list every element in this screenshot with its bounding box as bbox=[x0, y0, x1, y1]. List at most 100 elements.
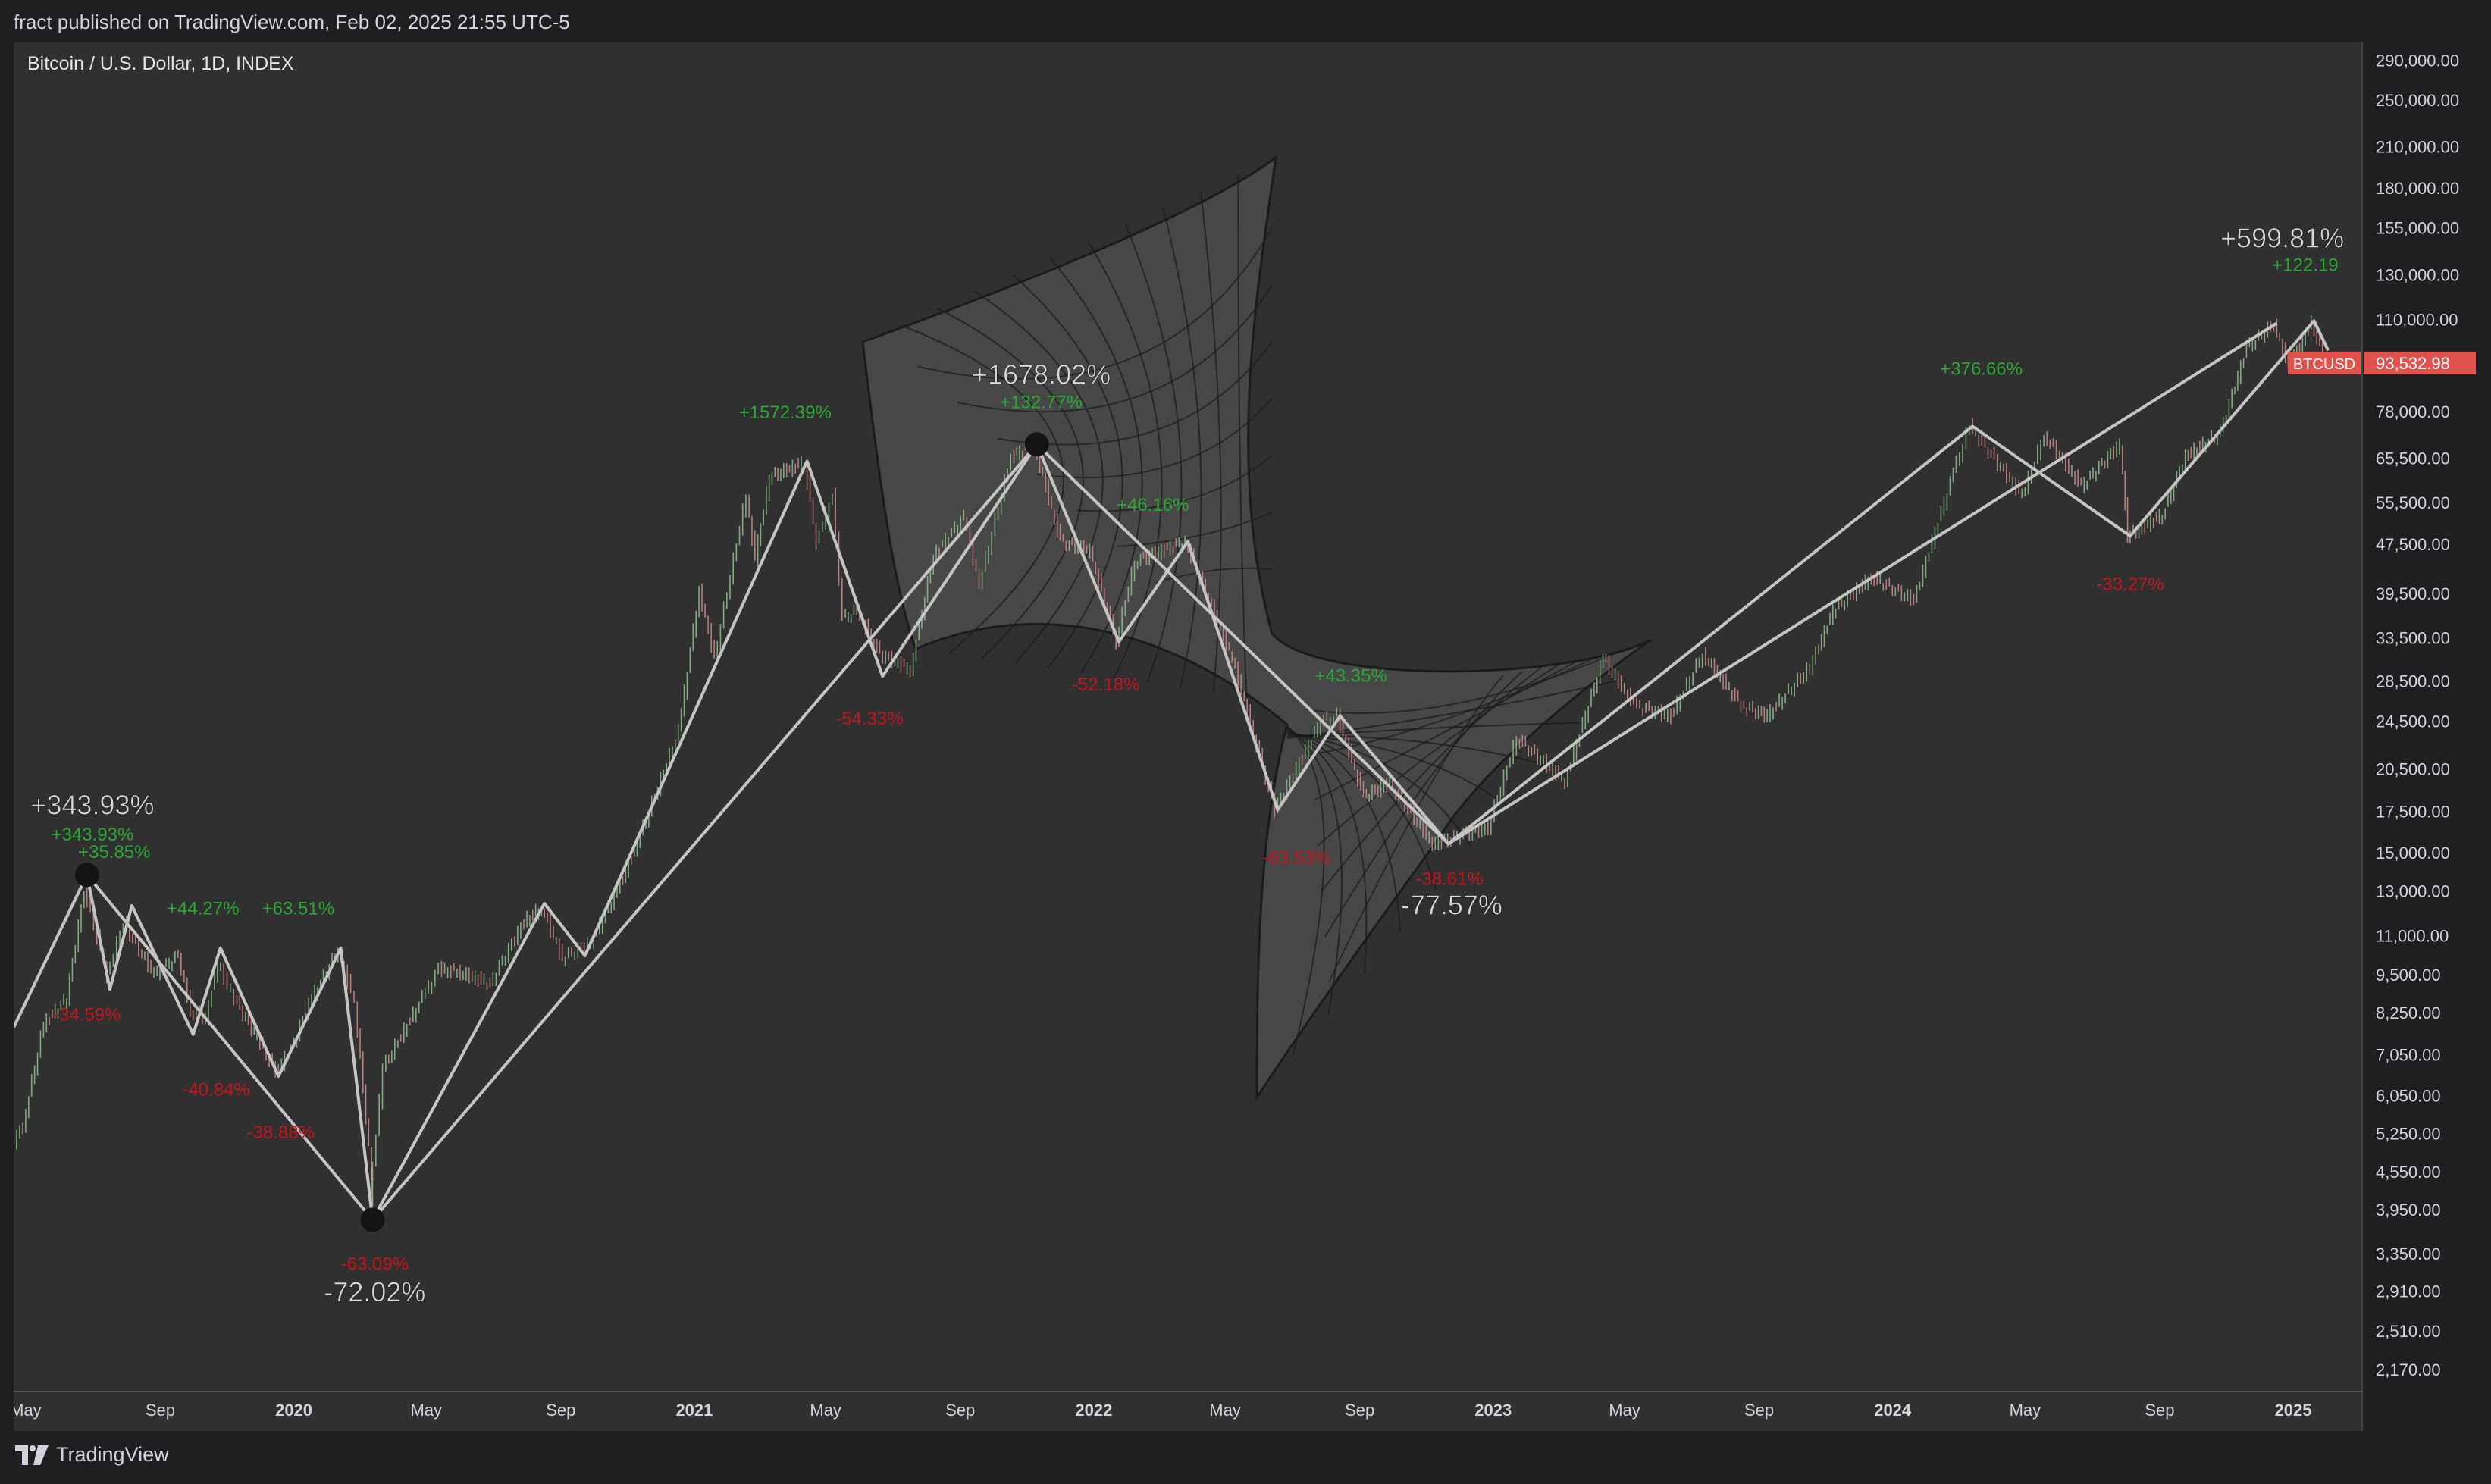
mesh-line bbox=[1012, 274, 1123, 669]
mesh-line bbox=[1286, 733, 1509, 807]
mesh-line bbox=[1286, 680, 1615, 740]
mesh-line bbox=[1286, 729, 1402, 931]
price-tick-label: 17,500.00 bbox=[2376, 802, 2450, 821]
time-tick-label: May bbox=[1209, 1401, 1241, 1420]
last-price-bg bbox=[2364, 351, 2476, 374]
time-tick-label: 2024 bbox=[1874, 1401, 1912, 1420]
price-tick-label: 24,500.00 bbox=[2376, 712, 2450, 731]
chart-symbol-title: Bitcoin / U.S. Dollar, 1D, INDEX bbox=[27, 53, 294, 74]
time-tick-label: May bbox=[410, 1401, 442, 1420]
swing-percent-label: -52.18% bbox=[1072, 675, 1139, 695]
mesh-line bbox=[1286, 731, 1473, 849]
chart-canvas[interactable]: +343.93%+343.93%+35.85%-34.59%+44.27% +63… bbox=[14, 42, 2477, 1431]
time-tick-label: May bbox=[810, 1401, 841, 1420]
mesh-line bbox=[1087, 240, 1163, 678]
symbol-tag-text: BTCUSD bbox=[2293, 356, 2355, 373]
last-price-value: 93,532.98 bbox=[2376, 354, 2450, 373]
price-axis-background bbox=[2362, 42, 2477, 1431]
mesh-line bbox=[1317, 663, 1561, 847]
pivot-marker bbox=[360, 1207, 385, 1232]
mesh-line bbox=[1162, 208, 1202, 688]
price-tick-label: 290,000.00 bbox=[2376, 52, 2459, 70]
swing-percent-label: +343.93% bbox=[30, 790, 154, 821]
mesh-line bbox=[1124, 224, 1183, 683]
mesh-line bbox=[900, 324, 1064, 655]
swing-percent-label: +122.19 bbox=[2272, 255, 2338, 275]
symbol-tag-bg bbox=[2288, 351, 2361, 374]
price-axis: 290,000.00 250,000.00 210,000.00 180,000.00… bbox=[2361, 42, 2477, 1431]
price-tick-label: 8,250.00 bbox=[2376, 1003, 2441, 1022]
swing-percent-label: +46.16% bbox=[1117, 495, 1189, 515]
time-tick-label: May bbox=[2010, 1401, 2041, 1420]
price-tick-label: 28,500.00 bbox=[2376, 672, 2450, 690]
footer-bar bbox=[0, 1431, 2491, 1484]
swing-percent-label: -33.27% bbox=[2096, 575, 2164, 595]
warped-surface-mesh bbox=[861, 155, 1652, 1102]
mesh-line bbox=[975, 290, 1104, 664]
mesh-line bbox=[1313, 659, 1580, 801]
price-tick-label: 250,000.00 bbox=[2376, 91, 2459, 110]
price-tick-label: 78,000.00 bbox=[2376, 402, 2450, 421]
price-tick-label: 9,500.00 bbox=[2376, 966, 2441, 985]
last-price-tag: BTCUSD 93,532.98 bbox=[2288, 351, 2476, 374]
mesh-line bbox=[1156, 567, 1273, 584]
swing-percent-label: +376.66% bbox=[1940, 358, 2023, 379]
price-tick-label: 5,250.00 bbox=[2376, 1124, 2441, 1143]
mesh-line bbox=[1309, 656, 1599, 756]
price-tick-label: 155,000.00 bbox=[2376, 219, 2459, 238]
time-tick-label: May bbox=[1609, 1401, 1640, 1420]
swing-percent-label: -72.02% bbox=[324, 1276, 425, 1307]
mesh-line bbox=[1286, 725, 1325, 1057]
price-tick-label: 11,000.00 bbox=[2376, 926, 2449, 945]
price-tick-label: 6,050.00 bbox=[2376, 1086, 2441, 1105]
pivot-marker bbox=[74, 863, 99, 888]
swing-percent-label: -63.53% bbox=[1262, 847, 1330, 868]
swing-percent-label: +132.77% bbox=[1000, 393, 1083, 413]
pivot-marker bbox=[1024, 432, 1049, 457]
mesh-line bbox=[1237, 174, 1248, 697]
swing-percent-label: -77.57% bbox=[1401, 890, 1502, 921]
swing-percent-label: -38.88% bbox=[247, 1122, 315, 1143]
price-tick-label: 110,000.00 bbox=[2376, 311, 2458, 330]
mesh-line bbox=[1286, 728, 1368, 973]
mesh-line bbox=[917, 227, 1273, 380]
mesh-line bbox=[1328, 675, 1504, 983]
chart-pane[interactable]: +343.93% +343.93% +35.85% -34.59% +44.27% +63… bbox=[14, 42, 2477, 1431]
mesh-line bbox=[1036, 398, 1273, 479]
time-tick-label: Sep bbox=[1345, 1401, 1374, 1420]
time-tick-label: Sep bbox=[945, 1401, 975, 1420]
swing-percent-label: -54.33% bbox=[835, 709, 903, 729]
price-tick-label: 13,000.00 bbox=[2376, 881, 2450, 900]
price-tick-label: 210,000.00 bbox=[2376, 137, 2459, 156]
price-tick-label: 2,910.00 bbox=[2376, 1282, 2441, 1301]
price-tick-label: 15,000.00 bbox=[2376, 844, 2450, 863]
time-axis: May Sep 2020 May Sep 2021 May Sep 2022 May Sep 2023… bbox=[14, 1391, 2362, 1420]
price-tick-label: 2,170.00 bbox=[2376, 1360, 2441, 1379]
swing-percent-label: -38.61% bbox=[1415, 869, 1483, 889]
zigzag-line-fine bbox=[14, 319, 2330, 1222]
price-tick-label: 55,500.00 bbox=[2376, 493, 2450, 512]
price-tick-label: 33,500.00 bbox=[2376, 628, 2450, 647]
mesh-line bbox=[1305, 652, 1618, 714]
time-tick-label: May bbox=[14, 1401, 42, 1420]
mesh-line bbox=[957, 284, 1273, 413]
time-tick-label: Sep bbox=[546, 1401, 575, 1420]
time-tick-label: 2023 bbox=[1474, 1401, 1512, 1420]
price-tick-label: 2,510.00 bbox=[2376, 1322, 2441, 1341]
price-tick-label: 3,350.00 bbox=[2376, 1244, 2441, 1263]
time-tick-label: 2020 bbox=[275, 1401, 312, 1420]
price-tick-label: 130,000.00 bbox=[2376, 266, 2459, 285]
time-tick-label: 2021 bbox=[675, 1401, 713, 1420]
swing-percent-label: +343.93% bbox=[52, 825, 134, 845]
price-tick-label: 3,950.00 bbox=[2376, 1201, 2441, 1219]
time-tick-label: Sep bbox=[2145, 1401, 2174, 1420]
time-tick-label: 2022 bbox=[1075, 1401, 1112, 1420]
swing-percent-label: +1572.39% bbox=[739, 402, 832, 423]
swing-percent-label: -34.59% bbox=[53, 1005, 121, 1025]
tradingview-logo[interactable]: TradingView bbox=[15, 1443, 169, 1467]
mesh-line bbox=[937, 307, 1084, 659]
swing-percent-label: +63.51% bbox=[262, 899, 334, 919]
time-tick-label: Sep bbox=[1744, 1401, 1774, 1420]
price-tick-label: 20,500.00 bbox=[2376, 760, 2450, 779]
swing-percent-label: +43.35% bbox=[1314, 666, 1386, 687]
